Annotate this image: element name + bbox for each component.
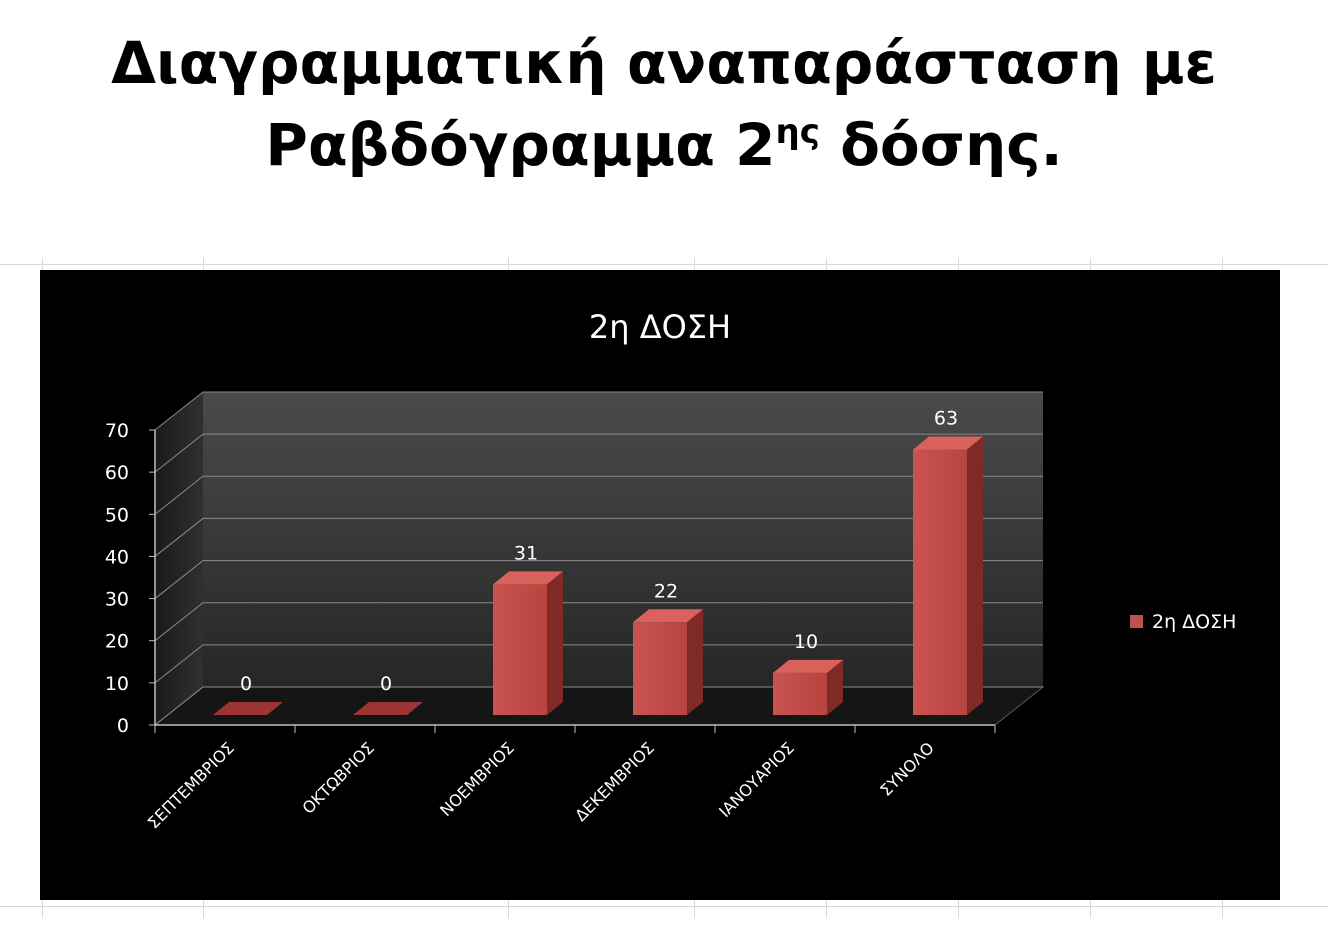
gridline [154,602,1043,642]
slide-title-line-2: Ραβδόγραμμα 2ης δόσης. [0,104,1328,186]
legend: 2η ΔΟΣΗ [1130,611,1236,633]
legend-swatch [1130,615,1143,628]
x-category-label: ΣΕΠΤΕΜΒΡΙΟΣ [144,738,238,832]
bar [213,702,283,715]
gridline [154,644,1043,684]
bar-top [353,702,423,715]
back-wall [203,392,1043,687]
bar-front [913,449,967,715]
bar-front [633,622,687,715]
bar [493,571,563,715]
bar-top [773,659,843,673]
bar-front [773,672,827,715]
bar-top [493,571,563,585]
gridline [154,560,1043,599]
x-category-label: ΟΚΤΩΒΡΙΟΣ [299,738,378,817]
data-label: 10 [794,631,818,653]
y-tick-label: 60 [105,462,129,484]
x-category-label: ΣΥΝΟΛΟ [876,738,938,800]
bar-front [493,584,547,715]
bar [353,702,423,715]
side-wall [155,392,203,725]
y-tick-label: 0 [117,715,129,737]
plot-area: 0 10 20 30 40 50 60 70 0 ΣΕΠΤΕΜΒΡΙΟΣ 0 ΟΚΤΩΒΡΙΟΣ 31 Ν… [105,391,1045,832]
gridline [154,517,1043,557]
x-category-label: ΙΑΝΟΥΑΡΙΟΣ [715,738,798,821]
data-label: 31 [514,542,538,564]
bar [773,659,843,715]
y-tick-label: 30 [105,589,129,611]
bar-top [633,609,703,623]
y-tick-label: 10 [105,673,129,695]
bar-side [967,436,983,715]
x-category-label: ΝΟΕΜΒΡΙΟΣ [436,738,518,820]
bar [913,436,983,715]
x-category-label: ΔΕΚΕΜΒΡΙΟΣ [571,738,658,825]
chart-title: 2η ΔΟΣΗ [589,308,731,346]
bar-side [547,571,563,715]
bar-top [213,702,283,715]
gridline [154,391,1043,431]
bar-chart: 2η ΔΟΣΗ 0 10 20 30 40 50 60 70 0 ΣΕΠΤΕΜΒΡΙΟΣ 0 ΟΚΤΩ… [105,308,1237,832]
bar-side [827,659,843,715]
chart-area: 2η ΔΟΣΗ 0 10 20 30 40 50 60 70 0 ΣΕΠΤΕΜΒΡΙΟΣ 0 ΟΚΤΩ… [40,270,1280,900]
bar-top [913,436,983,450]
slide-title-line-1: Διαγραμματική αναπαράσταση με [111,29,1217,97]
bar-side [687,609,703,715]
bar [633,609,703,715]
data-label: 0 [240,673,252,695]
y-tick-label: 70 [105,420,129,442]
data-label: 63 [934,408,958,430]
data-label: 0 [380,673,392,695]
slide-title: Διαγραμματική αναπαράσταση με Ραβδόγραμμ… [0,22,1328,186]
legend-label: 2η ΔΟΣΗ [1152,611,1236,633]
gridline [154,686,1043,726]
data-label: 22 [654,580,678,602]
gridline [154,475,1043,515]
gridline [154,433,1043,473]
y-tick-label: 50 [105,504,129,526]
y-tick-label: 40 [105,546,129,568]
slide-title-superscript: ης [775,112,820,152]
y-tick-label: 20 [105,631,129,653]
floor [153,686,1045,726]
slide-title-line-2-main: Ραβδόγραμμα 2 [265,111,776,179]
slide-title-line-2-end: δόσης. [819,111,1063,179]
